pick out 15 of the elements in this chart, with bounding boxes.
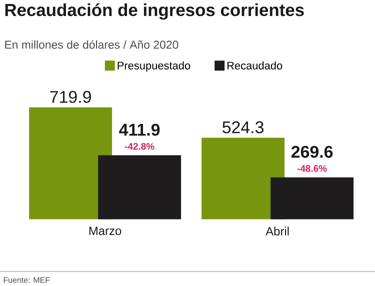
- bar: [98, 155, 182, 220]
- chart-title: Recaudación de ingresos corrientes: [5, 3, 304, 20]
- data-label: 269.6: [291, 146, 333, 158]
- legend-label: Recaudado: [227, 61, 282, 70]
- x-tick-label: Marzo: [89, 226, 122, 236]
- bar: [202, 138, 285, 220]
- bar: [270, 177, 354, 220]
- annotation: -42.8%: [124, 143, 154, 150]
- x-tick-label: Abril: [266, 226, 289, 236]
- chart-subtitle: En millones de dólares / Año 2020: [5, 40, 178, 49]
- annotation: -48.6%: [297, 165, 327, 172]
- data-label: 524.3: [222, 121, 264, 134]
- data-label: 719.9: [50, 90, 91, 103]
- legend-label: Presupuestado: [118, 61, 190, 72]
- data-label: 411.9: [119, 124, 160, 136]
